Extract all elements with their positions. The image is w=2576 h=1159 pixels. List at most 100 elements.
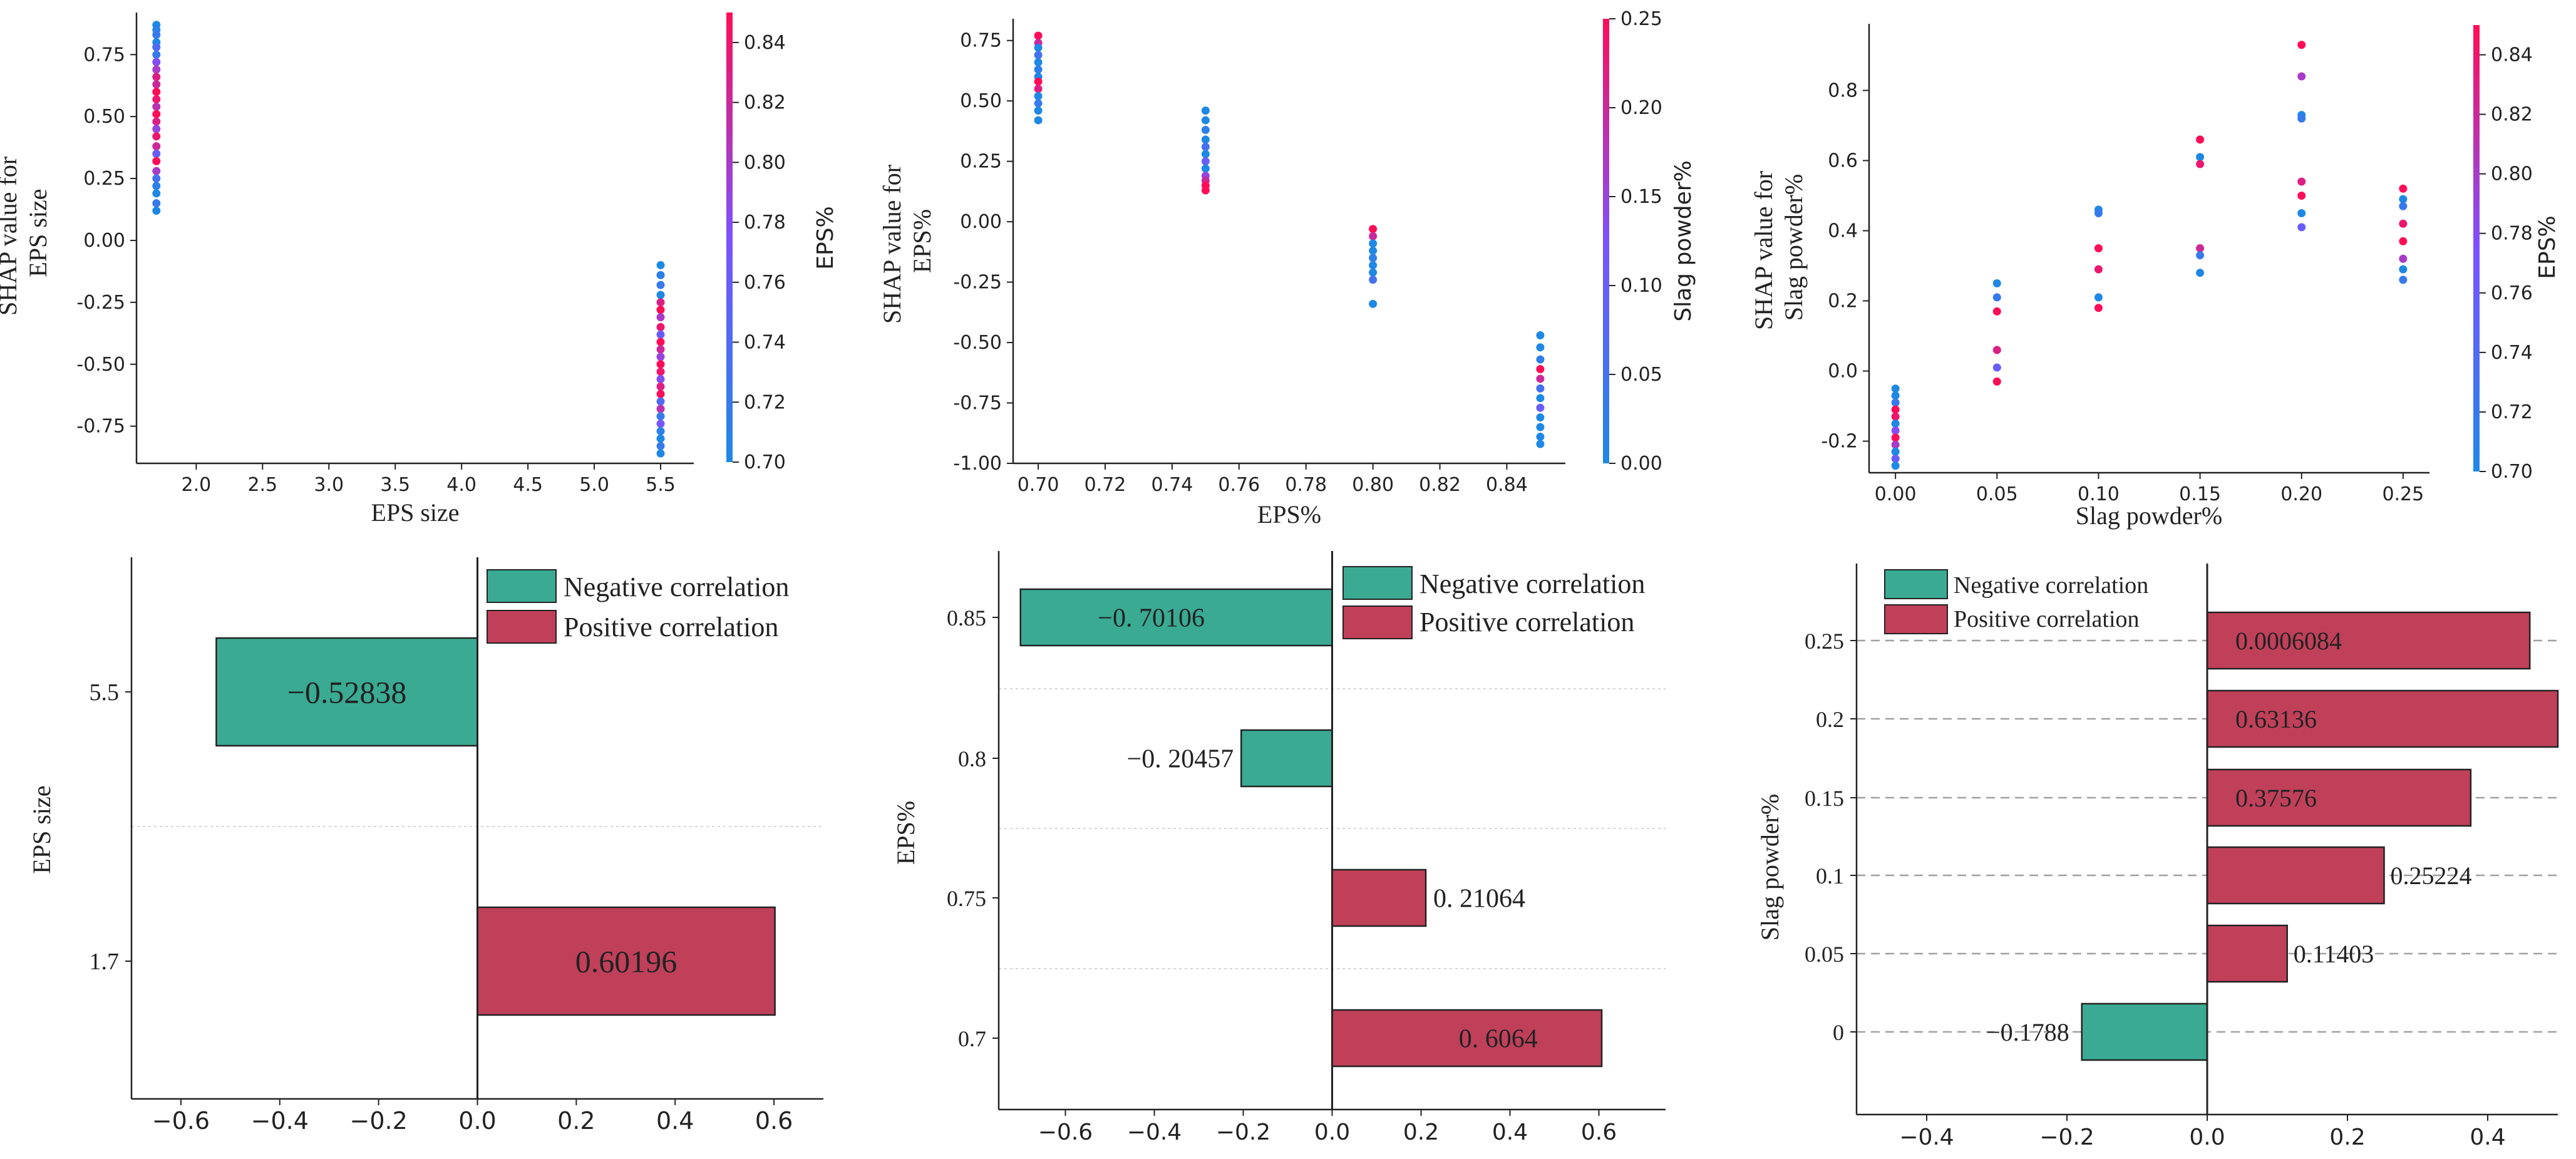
scatter-point [656, 389, 665, 398]
scatter-point [2196, 160, 2205, 168]
colorbar-tick-label: 0.72 [2491, 401, 2533, 423]
scatter-point [2399, 195, 2408, 203]
y-tick-label: 0.8 [958, 746, 986, 771]
scatter-point [1034, 116, 1043, 125]
colorbar-tick-label: 0.25 [1620, 8, 1662, 30]
scatter-point [1034, 43, 1043, 52]
y-tick-label: 0.25 [83, 168, 125, 190]
scatter-point [1034, 58, 1043, 66]
scatter-point [2094, 265, 2103, 274]
panel-shap-slag-powder: SHAP value for Slag powder% -0.2 0.0 0.2 0.… [1749, 24, 2560, 530]
scatter-point [2399, 202, 2408, 210]
scatter-point [2196, 153, 2205, 162]
colorbar-tick-label: 0.76 [744, 272, 786, 294]
legend-label-negative: Negative correlation [564, 572, 789, 602]
scatter-point [152, 102, 161, 111]
x-tick-label: 0.4 [2470, 1125, 2505, 1150]
scatter-point [1992, 363, 2001, 372]
scatter-point [1034, 85, 1043, 93]
scatter-point [1536, 355, 1545, 364]
bar-value-label: 0.37576 [2235, 784, 2317, 812]
legend-swatch-positive [1884, 604, 1948, 634]
scatter-point [1201, 186, 1210, 195]
x-tick-label: 0.20 [2280, 483, 2322, 505]
legend-label-positive: Positive correlation [1419, 607, 1634, 637]
scatter-point [656, 345, 665, 354]
x-tick-label: −0.2 [1216, 1120, 1270, 1145]
scatter-point [2196, 135, 2205, 144]
bars: 0.60196 −0.52838 [215, 637, 776, 1016]
bar-negative [1240, 729, 1333, 788]
y-tick-label: 0.2 [1816, 707, 1844, 732]
scatter-point [1536, 423, 1545, 431]
colorbar-label: EPS% [813, 206, 838, 270]
scatter-point [152, 88, 161, 96]
y-axis-label-line2: EPS% [908, 209, 936, 273]
scatter-point [2094, 209, 2103, 217]
scatter-point [1536, 433, 1545, 441]
scatter-point [2297, 114, 2306, 123]
y-tick-label: 1.7 [90, 949, 120, 975]
x-axis-ticks: −0.6 −0.4 −0.2 0.0 0.2 0.4 0.6 [152, 1099, 793, 1135]
scatter-point [2297, 209, 2306, 217]
colorbar-tick-label: 0.15 [1620, 186, 1662, 208]
colorbar-tick-label: 0.20 [1620, 97, 1662, 119]
scatter-point [152, 125, 161, 133]
bar-value-label: 0. 21064 [1433, 885, 1525, 914]
bar-value-label: 0.60196 [575, 944, 677, 979]
scatter-point [1369, 268, 1378, 277]
y-tick-label: 0.75 [947, 886, 986, 911]
scatter-point [152, 142, 161, 151]
scatter-point [1992, 346, 2001, 354]
y-axis-label: SHAP value for EPS% [878, 158, 936, 324]
y-axis-ticks: -0.75 -0.50 -0.25 0.00 0.25 0.50 0.75 [76, 44, 137, 438]
x-tick-label: 4.0 [446, 474, 477, 496]
scatter-point [1536, 331, 1545, 339]
x-tick-label: 0.0 [2189, 1125, 2225, 1150]
y-tick-label: 0.50 [960, 90, 1002, 112]
scatter-point [1034, 106, 1043, 115]
y-tick-label: 5.5 [90, 679, 120, 706]
scatter-point [1536, 374, 1545, 383]
scatter-point [1891, 412, 1900, 421]
scatter-point [1369, 246, 1378, 255]
scatter-point [1201, 157, 1210, 166]
scatter-point [152, 189, 161, 198]
x-tick-label: 0.72 [1084, 474, 1126, 496]
bar-positive [477, 906, 776, 1016]
scatter-point [1369, 254, 1378, 262]
x-tick-label: 2.0 [181, 474, 211, 496]
scatter-point [152, 95, 161, 103]
scatter-point [152, 132, 161, 141]
bar-value-label: −0. 20457 [1127, 745, 1234, 774]
bar-positive [2206, 689, 2559, 748]
scatter-point [1536, 440, 1545, 448]
colorbar-tick-label: 0.70 [2491, 461, 2533, 483]
scatter-point [1891, 433, 1900, 442]
legend-swatch-positive [1342, 605, 1413, 639]
y-tick-label: 0.2 [1828, 291, 1858, 312]
colorbar-tick-label: 0.84 [744, 32, 786, 54]
scatter-point [1369, 276, 1378, 284]
scatter-point [656, 449, 665, 458]
bars: 0. 6064 0. 21064 −0. 20457 −0. 70106 [1019, 588, 1603, 1068]
scatter-point [656, 412, 665, 421]
legend-swatch-negative [1884, 569, 1948, 599]
scatter-points [1891, 41, 2408, 470]
colorbar-tick-label: 0.80 [2491, 163, 2533, 185]
scatter-point [656, 360, 665, 369]
scatter-point [1034, 91, 1043, 100]
y-axis-label: EPS size [28, 785, 56, 873]
y-axis-ticks: 0 0.05 0.1 0.15 0.2 0.25 [1805, 629, 1857, 1045]
x-tick-label: −0.4 [1899, 1125, 1954, 1150]
x-tick-label: 0.76 [1218, 474, 1260, 496]
y-tick-label: 0.00 [960, 211, 1002, 233]
legend-swatch-negative [487, 569, 557, 603]
scatter-point [152, 167, 161, 175]
scatter-point [1201, 126, 1210, 134]
x-tick-label: 4.5 [513, 474, 543, 496]
scatter-point [1369, 299, 1378, 308]
scatter-point [656, 434, 665, 443]
y-tick-label: 0.75 [960, 30, 1002, 52]
